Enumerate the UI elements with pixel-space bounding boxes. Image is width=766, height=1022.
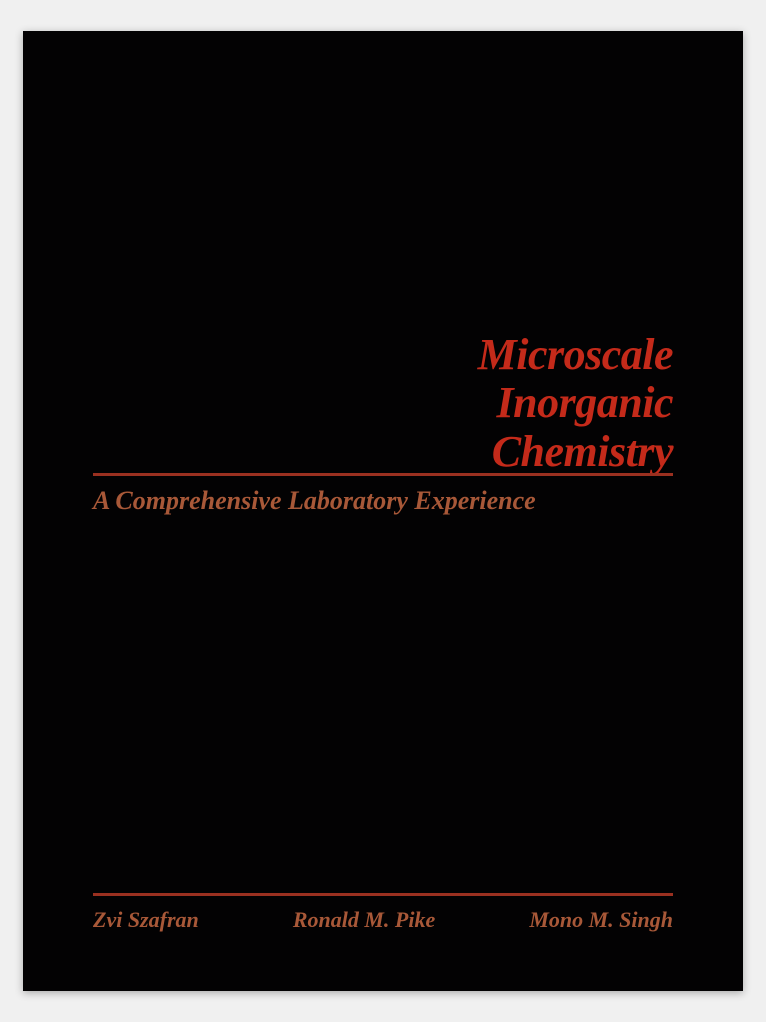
divider-bottom	[93, 893, 673, 896]
book-cover: Microscale Inorganic Chemistry A Compreh…	[23, 31, 743, 991]
title-block: Microscale Inorganic Chemistry	[478, 331, 673, 476]
title-line-3: Chemistry	[478, 428, 673, 476]
author-1: Zvi Szafran	[93, 907, 199, 933]
author-3: Mono M. Singh	[529, 907, 673, 933]
title-line-2: Inorganic	[478, 379, 673, 427]
subtitle: A Comprehensive Laboratory Experience	[93, 486, 536, 516]
author-2: Ronald M. Pike	[293, 907, 435, 933]
divider-top	[93, 473, 673, 476]
authors-row: Zvi Szafran Ronald M. Pike Mono M. Singh	[93, 907, 673, 933]
title-line-1: Microscale	[478, 331, 673, 379]
